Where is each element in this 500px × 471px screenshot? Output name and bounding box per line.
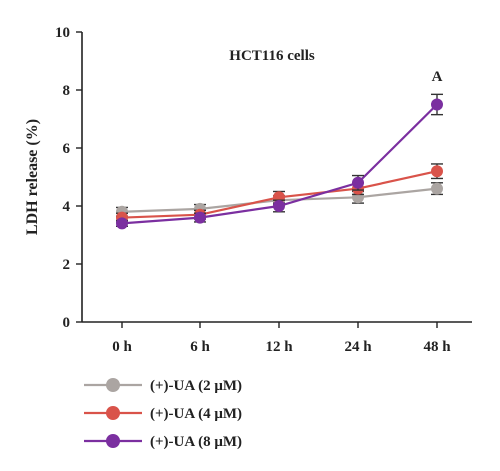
x-tick-label: 12 h <box>265 339 293 355</box>
legend-label: (+)-UA (8 μM) <box>150 434 242 450</box>
x-tick-label: 24 h <box>344 339 372 355</box>
axes <box>81 32 472 323</box>
data-point <box>352 176 364 189</box>
legend-marker <box>106 378 120 392</box>
legend-marker <box>106 406 120 420</box>
y-tick-label: 2 <box>63 257 71 273</box>
legend-label: (+)-UA (2 μM) <box>150 378 242 394</box>
legend: (+)-UA (2 μM) (+)-UA (4 μM) (+)-UA (8 μM) <box>84 378 242 450</box>
legend-item: (+)-UA (4 μM) <box>84 406 242 422</box>
y-tick-label: 10 <box>55 25 70 41</box>
x-tick-label: 48 h <box>423 339 451 355</box>
data-point <box>431 182 443 195</box>
data-point <box>431 98 443 111</box>
y-tick-label: 4 <box>63 199 71 215</box>
chart-title: HCT116 cells <box>229 48 315 64</box>
annotation-label: A <box>432 69 443 85</box>
data-point <box>116 217 128 230</box>
legend-item: (+)-UA (8 μM) <box>84 434 242 450</box>
data-point <box>194 211 206 224</box>
data-point <box>431 165 443 178</box>
x-tick-label: 6 h <box>190 339 210 355</box>
legend-label: (+)-UA (4 μM) <box>150 406 242 422</box>
y-tick-label: 8 <box>63 83 71 99</box>
series-3 <box>116 93 443 230</box>
y-ticks: 0 2 4 6 8 10 <box>55 25 82 331</box>
y-tick-label: 0 <box>63 315 71 331</box>
x-tick-label: 0 h <box>112 339 132 355</box>
y-axis-title: LDH release (%) <box>24 119 41 235</box>
series-layer <box>116 93 443 230</box>
y-tick-label: 6 <box>63 141 71 157</box>
legend-marker <box>106 434 120 448</box>
x-ticks: 0 h 6 h 12 h 24 h 48 h <box>112 322 451 355</box>
legend-item: (+)-UA (2 μM) <box>84 378 242 394</box>
data-point <box>273 200 285 212</box>
annotation-layer: A <box>432 69 443 85</box>
